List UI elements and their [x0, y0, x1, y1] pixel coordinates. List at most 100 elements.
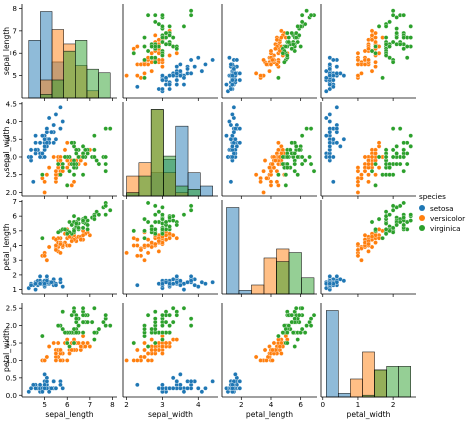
point-setosa-46-sepal_width-sepal_length [44, 126, 50, 131]
x-tick-label-petal_length: 4 [269, 400, 274, 409]
point-versicolor-20-sepal_length-sepal_width [167, 53, 172, 58]
point-virginica-25-sepal_length-sepal_width [167, 24, 172, 29]
point-versicolor-43-sepal_width-petal_width [355, 179, 361, 185]
point-setosa-14-sepal_length-petal_length [227, 55, 232, 60]
point-virginica-14-petal_width-sepal_length [60, 309, 65, 314]
y-tick-label-sepal_width: 3.5 [6, 135, 17, 144]
point-setosa-24-sepal_width-petal_length [237, 140, 243, 146]
point-virginica-29-petal_width-petal_length [295, 337, 300, 342]
point-virginica-44-petal_width-sepal_width [170, 305, 176, 311]
point-virginica-38-sepal_width-petal_length [280, 154, 286, 160]
point-setosa-31-sepal_length-petal_width [334, 64, 340, 69]
point-versicolor-36-sepal_width-petal_width [373, 151, 378, 156]
point-setosa-39-sepal_width-sepal_length [44, 140, 50, 146]
point-virginica-30-petal_length-sepal_width [152, 212, 158, 217]
point-setosa-48-petal_width-sepal_length [49, 386, 54, 391]
point-virginica-17-petal_width-petal_length [308, 316, 314, 321]
panel-sepal_length-vs-petal_width [320, 4, 416, 101]
point-virginica-7-sepal_width-sepal_length [94, 158, 99, 163]
point-versicolor-34-petal_width-sepal_length [51, 340, 56, 346]
point-setosa-18-sepal_width-sepal_length [58, 126, 63, 131]
point-virginica-9-petal_width-petal_length [299, 305, 305, 311]
point-virginica-47-petal_length-sepal_length [76, 225, 81, 231]
point-virginica-39-petal_width-sepal_length [85, 319, 90, 325]
panel-sepal_length-vs-sepal_width [122, 4, 218, 101]
point-setosa-37-sepal_length-petal_width [324, 75, 329, 81]
point-setosa-25-sepal_length-sepal_width [160, 73, 165, 78]
point-versicolor-48-sepal_width-petal_width [359, 172, 364, 177]
legend-label-setosa: setosa [430, 203, 454, 213]
point-virginica-46-sepal_width-sepal_length [71, 172, 77, 177]
point-setosa-15-petal_width-sepal_width [210, 379, 215, 384]
point-virginica-46-sepal_length-petal_length [283, 44, 289, 49]
point-virginica-44-sepal_length-petal_length [293, 35, 299, 40]
point-virginica-19-petal_width-sepal_width [131, 340, 137, 346]
point-versicolor-43-petal_length-sepal_width [135, 253, 140, 259]
point-virginica-38-petal_length-petal_width [383, 231, 389, 237]
point-versicolor-40-sepal_width-sepal_length [53, 168, 59, 174]
point-virginica-19-sepal_width-petal_length [283, 183, 289, 188]
point-virginica-9-sepal_length-sepal_width [181, 24, 187, 29]
point-versicolor-31-petal_width-sepal_length [53, 358, 59, 363]
point-virginica-35-sepal_width-sepal_length [103, 154, 108, 160]
hist-bar-petal_width-setosa-0 [326, 310, 339, 398]
point-versicolor-21-petal_length-sepal_length [67, 243, 72, 248]
point-versicolor-35-sepal_length-sepal_width [174, 50, 180, 56]
point-setosa-49-petal_length-sepal_length [42, 281, 47, 286]
point-setosa-49-petal_width-sepal_width [170, 386, 176, 391]
point-versicolor-42-sepal_width-petal_width [362, 168, 368, 174]
point-setosa-36-petal_length-sepal_length [53, 282, 59, 288]
point-setosa-44-sepal_width-petal_width [334, 126, 340, 131]
point-virginica-21-sepal_length-sepal_width [152, 59, 158, 65]
point-setosa-22-petal_length-sepal_width [181, 287, 187, 292]
point-versicolor-31-sepal_width-petal_length [264, 175, 269, 181]
point-virginica-22-sepal_length-sepal_width [152, 12, 158, 18]
point-versicolor-48-petal_length-sepal_width [142, 257, 147, 263]
point-virginica-49-sepal_width-petal_width [383, 154, 389, 160]
point-virginica-22-petal_width-petal_length [308, 323, 314, 328]
point-versicolor-17-petal_length-petal_width [355, 241, 361, 247]
point-virginica-40-petal_length-sepal_width [163, 219, 169, 225]
point-virginica-42-sepal_width-sepal_length [60, 165, 65, 170]
point-virginica-31-petal_width-sepal_width [188, 323, 194, 328]
point-virginica-6-sepal_length-petal_width [380, 75, 385, 81]
point-virginica-34-sepal_width-petal_width [369, 168, 375, 174]
hist-bar-petal_width-setosa-1 [338, 393, 351, 398]
y-tick-label-petal_width: 1.5 [6, 339, 17, 348]
hist-bar-petal_length-versicolor-3 [263, 257, 277, 295]
point-setosa-18-petal_width-sepal_length [58, 382, 63, 388]
point-setosa-44-petal_width-petal_length [237, 379, 243, 384]
point-versicolor-10-sepal_length-sepal_width [124, 73, 129, 78]
point-virginica-7-petal_width-petal_length [302, 330, 308, 335]
point-setosa-45-sepal_length-sepal_width [160, 77, 165, 83]
point-setosa-39-sepal_length-sepal_width [174, 71, 180, 76]
point-setosa-18-sepal_length-sepal_width [188, 57, 194, 63]
point-virginica-49-sepal_length-petal_width [383, 53, 389, 58]
point-versicolor-48-petal_length-petal_width [359, 257, 364, 263]
point-versicolor-9-sepal_width-sepal_length [46, 165, 52, 170]
point-setosa-33-sepal_width-petal_length [230, 112, 235, 117]
point-versicolor-49-sepal_length-petal_length [270, 57, 275, 63]
y-tick-label-sepal_width: 4.0 [6, 117, 18, 126]
point-virginica-48-sepal_length-petal_length [289, 46, 295, 52]
point-versicolor-12-petal_width-sepal_length [64, 358, 70, 363]
point-virginica-32-petal_width-sepal_width [152, 316, 158, 321]
point-versicolor-49-sepal_width-petal_length [270, 161, 275, 167]
point-virginica-32-petal_width-petal_length [292, 316, 298, 321]
point-versicolor-40-sepal_length-petal_width [362, 62, 368, 67]
point-virginica-29-sepal_width-petal_length [295, 154, 300, 160]
point-virginica-34-petal_width-sepal_length [67, 344, 72, 349]
hist-bar-sepal_width-setosa-4 [175, 125, 189, 197]
point-virginica-9-sepal_width-petal_length [299, 133, 305, 138]
point-versicolor-10-sepal_width-petal_length [261, 190, 266, 195]
y-tick-label-petal_length: 3 [12, 256, 17, 265]
point-setosa-43-petal_width-sepal_width [178, 372, 183, 377]
point-virginica-45-sepal_width-petal_width [401, 154, 406, 160]
point-virginica-45-sepal_length-sepal_width [160, 35, 165, 40]
x-axis-title-petal_width: petal_width [347, 410, 391, 419]
point-versicolor-29-sepal_width-petal_length [261, 168, 266, 174]
point-versicolor-14-petal_width-petal_length [262, 347, 268, 353]
point-versicolor-14-petal_length-sepal_width [156, 249, 162, 254]
point-virginica-8-sepal_width-petal_length [295, 172, 300, 177]
point-versicolor-37-sepal_length-sepal_width [135, 44, 140, 49]
